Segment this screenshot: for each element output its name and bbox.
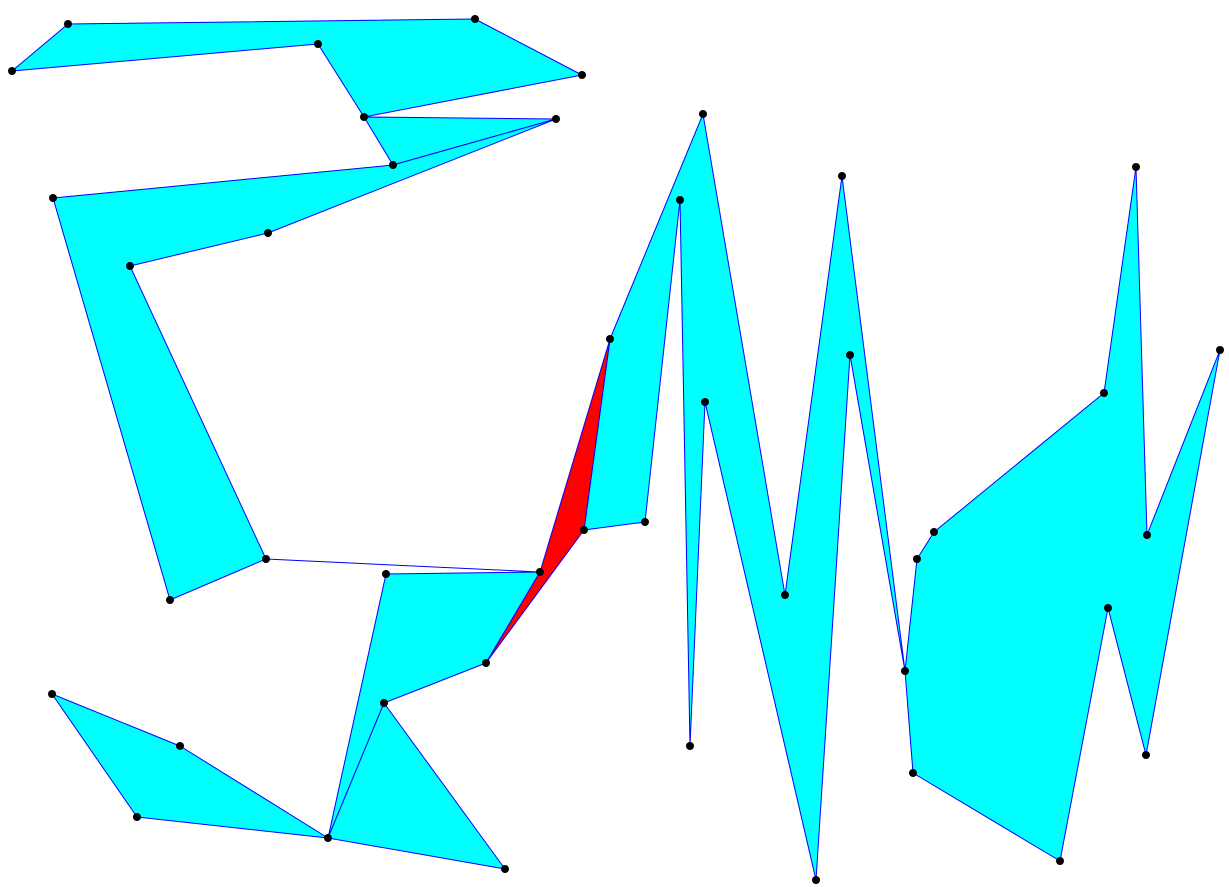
vertex-point [482, 659, 490, 667]
vertex-point [360, 113, 368, 121]
vertex-point [1143, 531, 1151, 539]
vertex-point [49, 194, 57, 202]
vertex-point [641, 518, 649, 526]
vertex-point [812, 876, 820, 884]
polygon-regions [11, 18, 1221, 881]
vertex-point [1100, 389, 1108, 397]
vertex-point [552, 115, 560, 123]
vertex-point [913, 555, 921, 563]
vertex-point [8, 67, 16, 75]
vertex-point [606, 335, 614, 343]
region-lower-right-triangle [327, 702, 506, 870]
vertex-point [64, 20, 72, 28]
vertex-point [389, 161, 397, 169]
vertex-point [686, 742, 694, 750]
vertex-point [471, 15, 479, 23]
vertex-point [314, 40, 322, 48]
vertex-point [701, 398, 709, 406]
vertex-point [380, 699, 388, 707]
vertex-point [264, 229, 272, 237]
region-upper-wedge [363, 116, 557, 166]
vertex-point [1104, 604, 1112, 612]
vertex-point [781, 591, 789, 599]
vertex-point [1142, 751, 1150, 759]
vertex-point [501, 865, 509, 873]
vertex-point [838, 172, 846, 180]
vertex-point [699, 110, 707, 118]
vertex-point [1056, 857, 1064, 865]
vertex-point [1216, 346, 1224, 354]
vertex-point [166, 596, 174, 604]
vertex-point [48, 690, 56, 698]
vertex-point [676, 196, 684, 204]
vertex-point [930, 528, 938, 536]
vertex-point [382, 570, 390, 578]
vertex-point [578, 71, 586, 79]
region-right-zigzag [583, 113, 906, 881]
region-left-bracket [51, 118, 557, 839]
vertex-point [901, 667, 909, 675]
vertex-point [176, 742, 184, 750]
polygon-vertices [8, 15, 1224, 884]
region-top-left-strip [11, 18, 583, 118]
vertex-point [324, 834, 332, 842]
vertex-point [262, 555, 270, 563]
vertex-point [126, 262, 134, 270]
vertex-point [846, 351, 854, 359]
vertex-point [909, 769, 917, 777]
vertex-point [1132, 163, 1140, 171]
region-far-right-region [904, 166, 1221, 862]
vertex-point [580, 526, 588, 534]
vertex-point [133, 813, 141, 821]
vertex-point [536, 568, 544, 576]
